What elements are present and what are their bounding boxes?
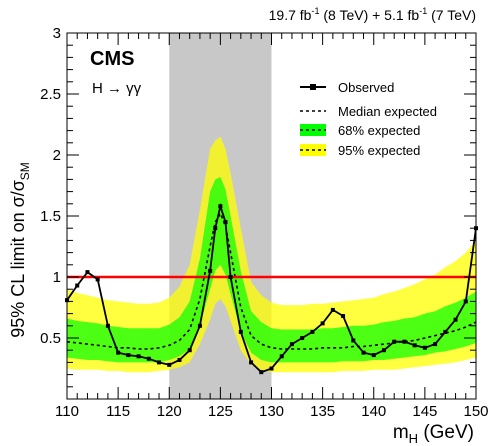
- legend-label: Observed: [338, 80, 394, 95]
- experiment-label: CMS: [90, 48, 134, 70]
- observed-point: [381, 348, 386, 353]
- x-tick-label: 145: [412, 403, 437, 420]
- observed-point: [371, 353, 376, 358]
- band-95-area: [67, 136, 476, 373]
- x-axis-title: mH (GeV): [393, 422, 474, 446]
- lumi-sup-2: -1: [419, 6, 427, 16]
- observed-point: [238, 329, 243, 334]
- observed-point: [320, 321, 325, 326]
- observed-point: [105, 323, 110, 328]
- observed-point: [157, 360, 162, 365]
- legend-label: 95% expected: [338, 143, 420, 158]
- observed-point: [433, 342, 438, 347]
- lumi-mid: (8 TeV) + 5.1 fb: [319, 7, 419, 23]
- observed-point: [269, 366, 274, 371]
- y-axis-title: 95% CL limit on σ/σSM: [8, 162, 32, 338]
- observed-point: [392, 339, 397, 344]
- observed-point: [95, 277, 100, 282]
- channel-label: H → γγ: [92, 80, 142, 97]
- observed-point: [197, 323, 202, 328]
- observed-point: [463, 299, 468, 304]
- observed-point: [146, 356, 151, 361]
- observed-point: [126, 353, 131, 358]
- legend: Observed Median expected 68% expected 95% e…: [300, 80, 437, 158]
- x-tick-label: 135: [310, 403, 335, 420]
- y-tick-label: 0.5: [40, 330, 61, 347]
- observed-point: [351, 338, 356, 343]
- observed-point: [412, 343, 417, 348]
- x-tick-label: 115: [106, 403, 130, 420]
- median-expected-line: [66, 211, 477, 350]
- y-tick-label: 1: [53, 269, 61, 286]
- lumi-prefix: 19.7 fb: [269, 7, 312, 23]
- luminosity-label: 19.7 fb-1 (8 TeV) + 5.1 fb-1 (7 TeV): [269, 6, 476, 23]
- observed-point: [279, 354, 284, 359]
- observed-point: [228, 275, 233, 279]
- x-tick-label: 140: [361, 403, 386, 420]
- observed-point: [443, 329, 448, 334]
- observed-point: [208, 268, 213, 273]
- observed-point: [289, 342, 294, 347]
- observed-point: [422, 345, 427, 350]
- legend-label: Median expected: [338, 104, 437, 119]
- observed-point: [75, 283, 80, 288]
- y-axis-title-main: 95% CL limit on σ/σ: [8, 180, 28, 338]
- band-95-expected: [67, 136, 476, 373]
- observed-point: [361, 350, 366, 355]
- observed-point: [330, 307, 335, 312]
- observed-point: [223, 220, 228, 225]
- x-axis-title-main: m: [393, 422, 409, 443]
- observed-point: [167, 362, 172, 367]
- observed-point: [453, 317, 458, 322]
- lumi-sup-1: -1: [311, 6, 319, 16]
- observed-point: [187, 348, 192, 353]
- observed-point: [341, 314, 346, 319]
- observed-point: [402, 339, 407, 344]
- y-tick-label: 2: [53, 147, 61, 164]
- observed-series: [65, 202, 478, 375]
- observed-point: [249, 360, 254, 365]
- x-tick-label: 125: [208, 403, 233, 420]
- observed-point: [136, 354, 141, 359]
- x-tick-label: 110: [55, 403, 79, 420]
- observed-point: [310, 329, 315, 334]
- observed-point: [116, 350, 121, 355]
- observed-point: [218, 204, 223, 209]
- x-axis-title-sub: H: [409, 431, 418, 446]
- legend-label: 68% expected: [338, 123, 420, 138]
- x-tick-label: 130: [259, 403, 284, 420]
- observed-point: [259, 370, 264, 375]
- x-axis-title-unit: (GeV): [418, 422, 474, 443]
- x-tick-label: 120: [157, 403, 182, 420]
- observed-point: [85, 270, 90, 275]
- x-tick-label: 150: [463, 403, 488, 420]
- y-axis-title-sub: SM: [18, 162, 32, 180]
- y-tick-label: 2.5: [40, 86, 61, 103]
- x-axis-ticks: 110 115 120 125 130 135 140 145 150: [55, 33, 489, 420]
- observed-point: [300, 336, 305, 340]
- observed-point: [213, 226, 218, 231]
- lumi-suffix: (7 TeV): [427, 7, 476, 23]
- y-tick-label: 1.5: [40, 208, 61, 225]
- legend-observed-marker: [310, 84, 316, 90]
- observed-point: [177, 357, 182, 362]
- median-expected-path: [66, 211, 477, 350]
- y-axis-ticks: 0.5 1 1.5 2 2.5 3: [40, 25, 476, 388]
- y-tick-label: 3: [53, 25, 61, 42]
